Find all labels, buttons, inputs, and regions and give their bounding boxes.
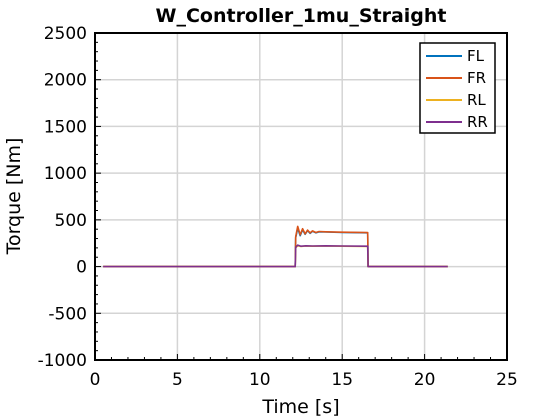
x-tick-label: 5 bbox=[172, 370, 183, 390]
legend-box bbox=[419, 42, 496, 134]
legend-label-rl: RL bbox=[467, 91, 486, 109]
x-tick-label: 0 bbox=[90, 370, 101, 390]
legend: FL FR RL RR bbox=[419, 42, 496, 134]
y-tick-label: -1000 bbox=[38, 351, 87, 371]
series-line-rr bbox=[103, 244, 448, 268]
y-tick-label: 1500 bbox=[44, 117, 87, 137]
y-tick-label: 1000 bbox=[44, 164, 87, 184]
y-axis-label: Torque [Nm] bbox=[3, 138, 25, 256]
x-tick-label: 25 bbox=[496, 370, 518, 390]
y-tick-label: -500 bbox=[48, 304, 87, 324]
x-tick-label: 10 bbox=[249, 370, 271, 390]
y-tick-label: 2500 bbox=[44, 24, 87, 44]
y-tick-label: 2000 bbox=[44, 71, 87, 91]
y-tick-label: 500 bbox=[55, 211, 87, 231]
legend-label-fr: FR bbox=[467, 69, 486, 87]
x-tick-label: 20 bbox=[414, 370, 436, 390]
tick-labels: 0 5 10 15 20 25 -1000 -500 0 500 1000 1500 2000 2500 bbox=[38, 24, 518, 390]
plot-frame bbox=[94, 32, 508, 361]
x-tick-label: 15 bbox=[331, 370, 353, 390]
y-tick-label: 0 bbox=[76, 258, 87, 278]
chart-title: W_Controller_1mu_Straight bbox=[156, 5, 447, 27]
series-line-fr bbox=[103, 225, 448, 268]
legend-label-fl: FL bbox=[467, 47, 485, 65]
legend-label-rr: RR bbox=[467, 113, 488, 131]
series-group bbox=[103, 225, 448, 268]
x-axis-label: Time [s] bbox=[261, 396, 339, 418]
